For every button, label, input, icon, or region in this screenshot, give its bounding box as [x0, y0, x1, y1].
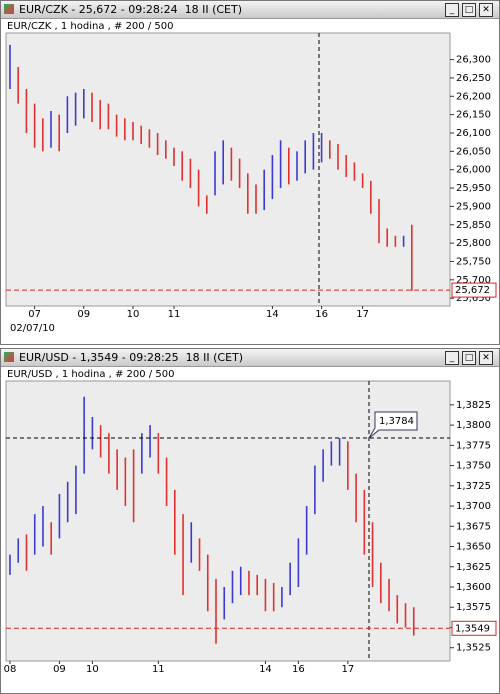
- y-tick-label: 25,900: [456, 201, 491, 212]
- x-tick-label: 09: [77, 309, 90, 320]
- title-bar: EUR/USD - 1,3549 - 09:28:25 18 II (CET) …: [1, 349, 499, 367]
- y-tick-label: 26,050: [456, 146, 491, 157]
- x-tick-label: 17: [356, 309, 369, 320]
- y-tick-label: 25,700: [456, 275, 491, 286]
- y-tick-label: 1,3575: [456, 602, 491, 613]
- y-tick-label: 1,3675: [456, 521, 491, 532]
- date-label: 02/07/10: [10, 323, 55, 334]
- y-tick-label: 1,3650: [456, 542, 491, 553]
- icon: [4, 352, 14, 362]
- x-tick-label: 08: [4, 664, 17, 675]
- y-tick-label: 26,000: [456, 165, 491, 176]
- y-tick-label: 26,100: [456, 128, 491, 139]
- y-tick-label: 26,150: [456, 110, 491, 121]
- x-tick-label: 11: [152, 664, 165, 675]
- plot-area: [5, 32, 451, 307]
- last-price-label: 1,3549: [455, 623, 490, 634]
- x-tick-label: 17: [341, 664, 354, 675]
- y-tick-label: 1,3750: [456, 461, 491, 472]
- close-button[interactable]: ✕: [479, 351, 493, 365]
- maximize-button[interactable]: □: [462, 351, 476, 365]
- y-tick-label: 26,200: [456, 91, 491, 102]
- y-tick-label: 1,3700: [456, 501, 491, 512]
- chart-title: EUR/CZK , 1 hodina , # 200 / 500: [7, 21, 173, 32]
- y-tick-label: 1,3600: [456, 582, 491, 593]
- callout: [368, 411, 418, 439]
- callout-label: 1,3784: [379, 416, 414, 427]
- window-title: EUR/USD - 1,3549 - 09:28:25 18 II (CET): [19, 351, 244, 364]
- x-tick-label: 10: [127, 309, 140, 320]
- icon: [4, 4, 14, 14]
- close-button[interactable]: ✕: [479, 3, 493, 17]
- y-tick-label: 1,3625: [456, 562, 491, 573]
- y-tick-label: 1,3775: [456, 440, 491, 451]
- y-tick-label: 1,3525: [456, 643, 491, 654]
- y-tick-label: 26,300: [456, 55, 491, 66]
- y-tick-label: 25,800: [456, 238, 491, 249]
- title-bar: EUR/CZK - 25,672 - 09:28:24 18 II (CET) …: [1, 1, 499, 19]
- y-tick-label: 1,3800: [456, 420, 491, 431]
- x-tick-label: 14: [259, 664, 272, 675]
- y-tick-label: 25,950: [456, 183, 491, 194]
- y-tick-label: 25,750: [456, 256, 491, 267]
- x-tick-label: 16: [315, 309, 328, 320]
- y-tick-label: 25,650: [456, 293, 491, 304]
- last-price-label: 25,672: [455, 285, 490, 296]
- x-tick-label: 07: [28, 309, 41, 320]
- y-tick-label: 1,3725: [456, 481, 491, 492]
- x-tick-label: 09: [53, 664, 66, 675]
- chart-title: EUR/USD , 1 hodina , # 200 / 500: [7, 369, 174, 380]
- maximize-button[interactable]: □: [462, 3, 476, 17]
- minimize-button[interactable]: _: [445, 3, 459, 17]
- window-title: EUR/CZK - 25,672 - 09:28:24 18 II (CET): [19, 3, 243, 16]
- last-price-box: [451, 620, 497, 636]
- y-tick-label: 26,250: [456, 73, 491, 84]
- last-price-box: [451, 282, 497, 298]
- x-tick-label: 14: [266, 309, 279, 320]
- y-tick-label: 25,850: [456, 220, 491, 231]
- x-tick-label: 16: [292, 664, 305, 675]
- y-tick-label: 1,3825: [456, 400, 491, 411]
- minimize-button[interactable]: _: [445, 351, 459, 365]
- x-tick-label: 11: [168, 309, 181, 320]
- x-tick-label: 10: [86, 664, 99, 675]
